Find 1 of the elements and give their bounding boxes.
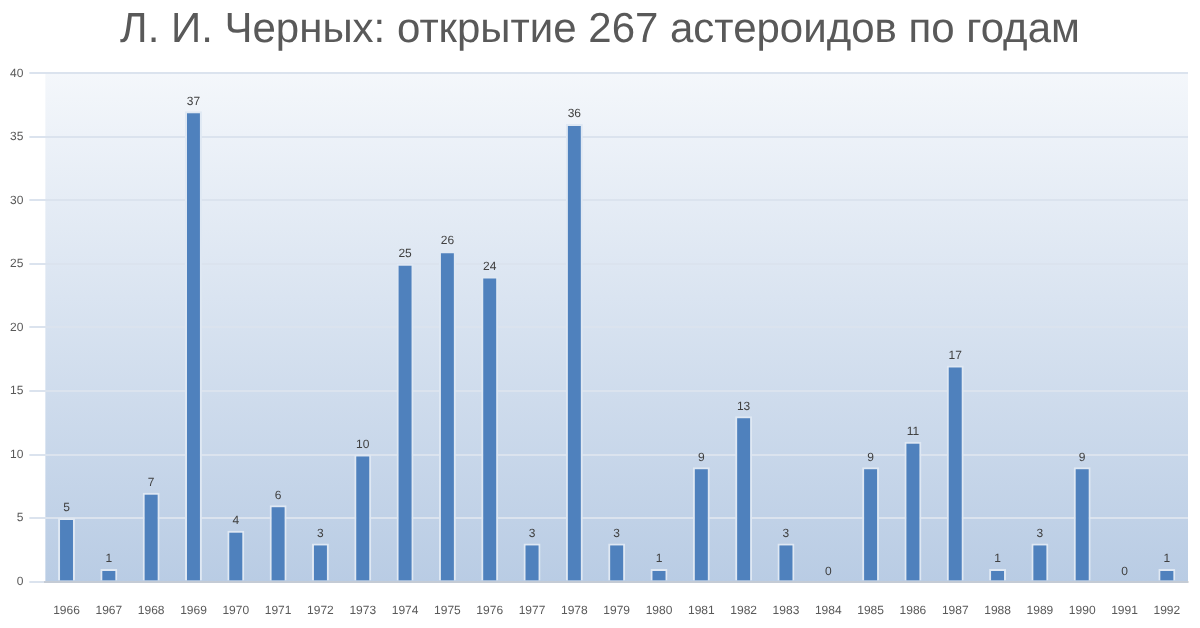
chart-title: Л. И. Черных: открытие 267 астероидов по годам — [118, 4, 1082, 56]
